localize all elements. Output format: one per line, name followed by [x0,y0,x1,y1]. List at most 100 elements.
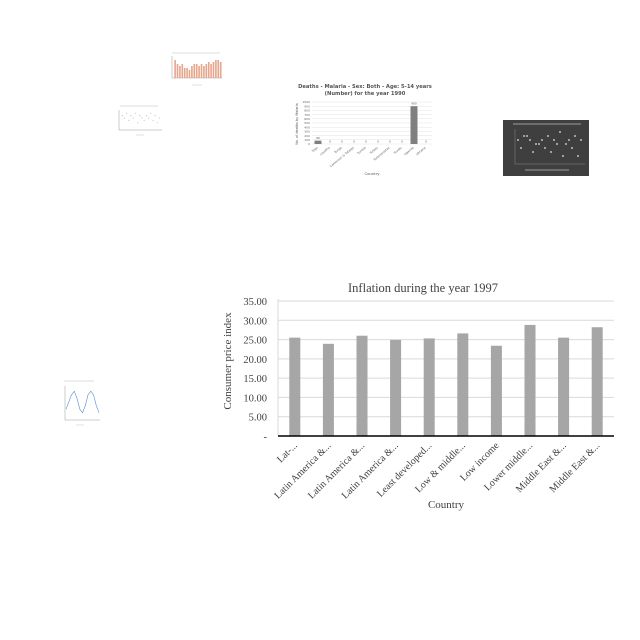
malaria-ylabel: No. of deaths by Malaria [295,103,299,144]
malaria-x-tick-label: Lesotho [319,146,331,157]
bar [524,324,536,436]
thumb-point [126,112,128,114]
thumb-malaria-svg: Deaths - Malaria - Sex: Both - Age: 5-14… [295,84,432,176]
malaria-data-label: 0 [329,140,331,144]
malaria-y-tick-label: 0 [308,142,310,146]
thumb-bar [193,64,196,78]
thumb-point [574,135,576,137]
y-tick-label: 35.00 [243,297,267,308]
thumb-point [559,131,561,133]
thumb-point [532,151,534,153]
bar [289,337,301,436]
thumb-bar [174,60,176,78]
thumb-light-scatter-svg [118,105,162,136]
thumb-point [159,117,161,119]
thumb-bar [191,66,193,78]
thumb-point [550,151,552,153]
malaria-y-tick-label: 100 [304,138,310,142]
bar [591,327,603,436]
thumb-point [128,119,130,121]
thumb-bar [186,68,188,78]
thumb-bar [205,64,208,78]
y-tick-label: 10.00 [243,393,267,404]
malaria-y-tick-label: 600 [304,117,310,121]
thumb-bar [215,60,217,78]
y-tick-label: 15.00 [243,374,267,385]
thumb-point [556,143,558,145]
thumb-bar [176,64,179,78]
malaria-bar [410,106,418,144]
thumb-point [571,147,573,149]
thumb-bar [212,62,215,78]
thumb-bar [198,66,200,78]
malaria-data-label: 0 [389,140,391,144]
malaria-data-label: 0 [425,140,427,144]
malaria-data-label: 0 [377,140,379,144]
bar [390,339,402,436]
malaria-x-tick-label: Turkey [368,146,379,156]
thumb-bar [179,66,181,78]
malaria-x-tick-label: Uganda [403,146,415,157]
malaria-y-tick-label: 900 [304,104,310,108]
malaria-x-tick-label: Tunisia [355,146,366,156]
malaria-data-label: 0 [365,140,367,144]
malaria-x-tick-label: Tonga [333,146,343,155]
malaria-xlabel: Country [364,171,380,176]
bar [490,345,502,436]
thumb-dark-scatter [503,120,589,176]
thumb-bar [210,64,212,78]
y-tick-label: - [264,432,268,443]
bar [457,333,469,436]
thumb-point [141,117,143,119]
malaria-bar [314,140,322,144]
thumb-point [130,115,132,117]
thumb-point [580,139,582,141]
thumb-bar [207,62,210,78]
thumb-bar [181,64,184,78]
y-tick-label: 20.00 [243,355,267,366]
thumb-point [156,122,158,124]
thumb-bar [200,64,203,78]
thumb-point [148,117,150,119]
thumb-light-scatter [110,104,166,138]
malaria-data-label: 0 [341,140,343,144]
thumb-point [517,139,519,141]
thumb-malaria-chart: Deaths - Malaria - Sex: Both - Age: 5-14… [292,78,438,180]
thumb-point [152,119,154,121]
main-chart-svg: Inflation during the year 1997 Consumer … [222,281,614,511]
x-tick-label: Lat-... [275,440,300,465]
malaria-x-tick-label: Togo [310,146,319,154]
bar [558,337,570,436]
malaria-x-tick-label: Tuvalu [392,146,403,156]
thumb-point [154,115,156,117]
thumb-point [134,112,136,114]
thumb-dark-scatter-svg [503,120,589,176]
thumb-bar [183,68,186,78]
thumb-bar [217,60,220,78]
thumb-point [143,119,145,121]
thumb-point [526,135,528,137]
thumb-bar [195,64,198,78]
bar [322,343,334,436]
thumb-point [577,155,579,157]
thumb-line-svg [64,380,100,426]
thumb-point [139,115,141,117]
thumb-point [137,122,139,124]
thumb-point [562,155,564,157]
malaria-y-tick-label: 200 [304,134,310,138]
thumb-pink-bar-svg [171,52,222,86]
malaria-y-tick-label: 1000 [302,100,310,104]
thumb-point [553,139,555,141]
malaria-title-line2: (Number) for the year 1990 [325,91,406,97]
thumb-point [565,143,567,145]
malaria-y-tick-label: 800 [304,109,310,113]
thumb-point [150,112,152,114]
malaria-y-tick-label: 500 [304,121,310,125]
malaria-y-tick-label: 700 [304,113,310,117]
thumb-line-chart [56,378,102,428]
thumb-point [538,143,540,145]
thumb-point [523,135,525,137]
malaria-y-tick-label: 300 [304,130,310,134]
thumb-bar [203,66,205,78]
thumb-point [547,135,549,137]
